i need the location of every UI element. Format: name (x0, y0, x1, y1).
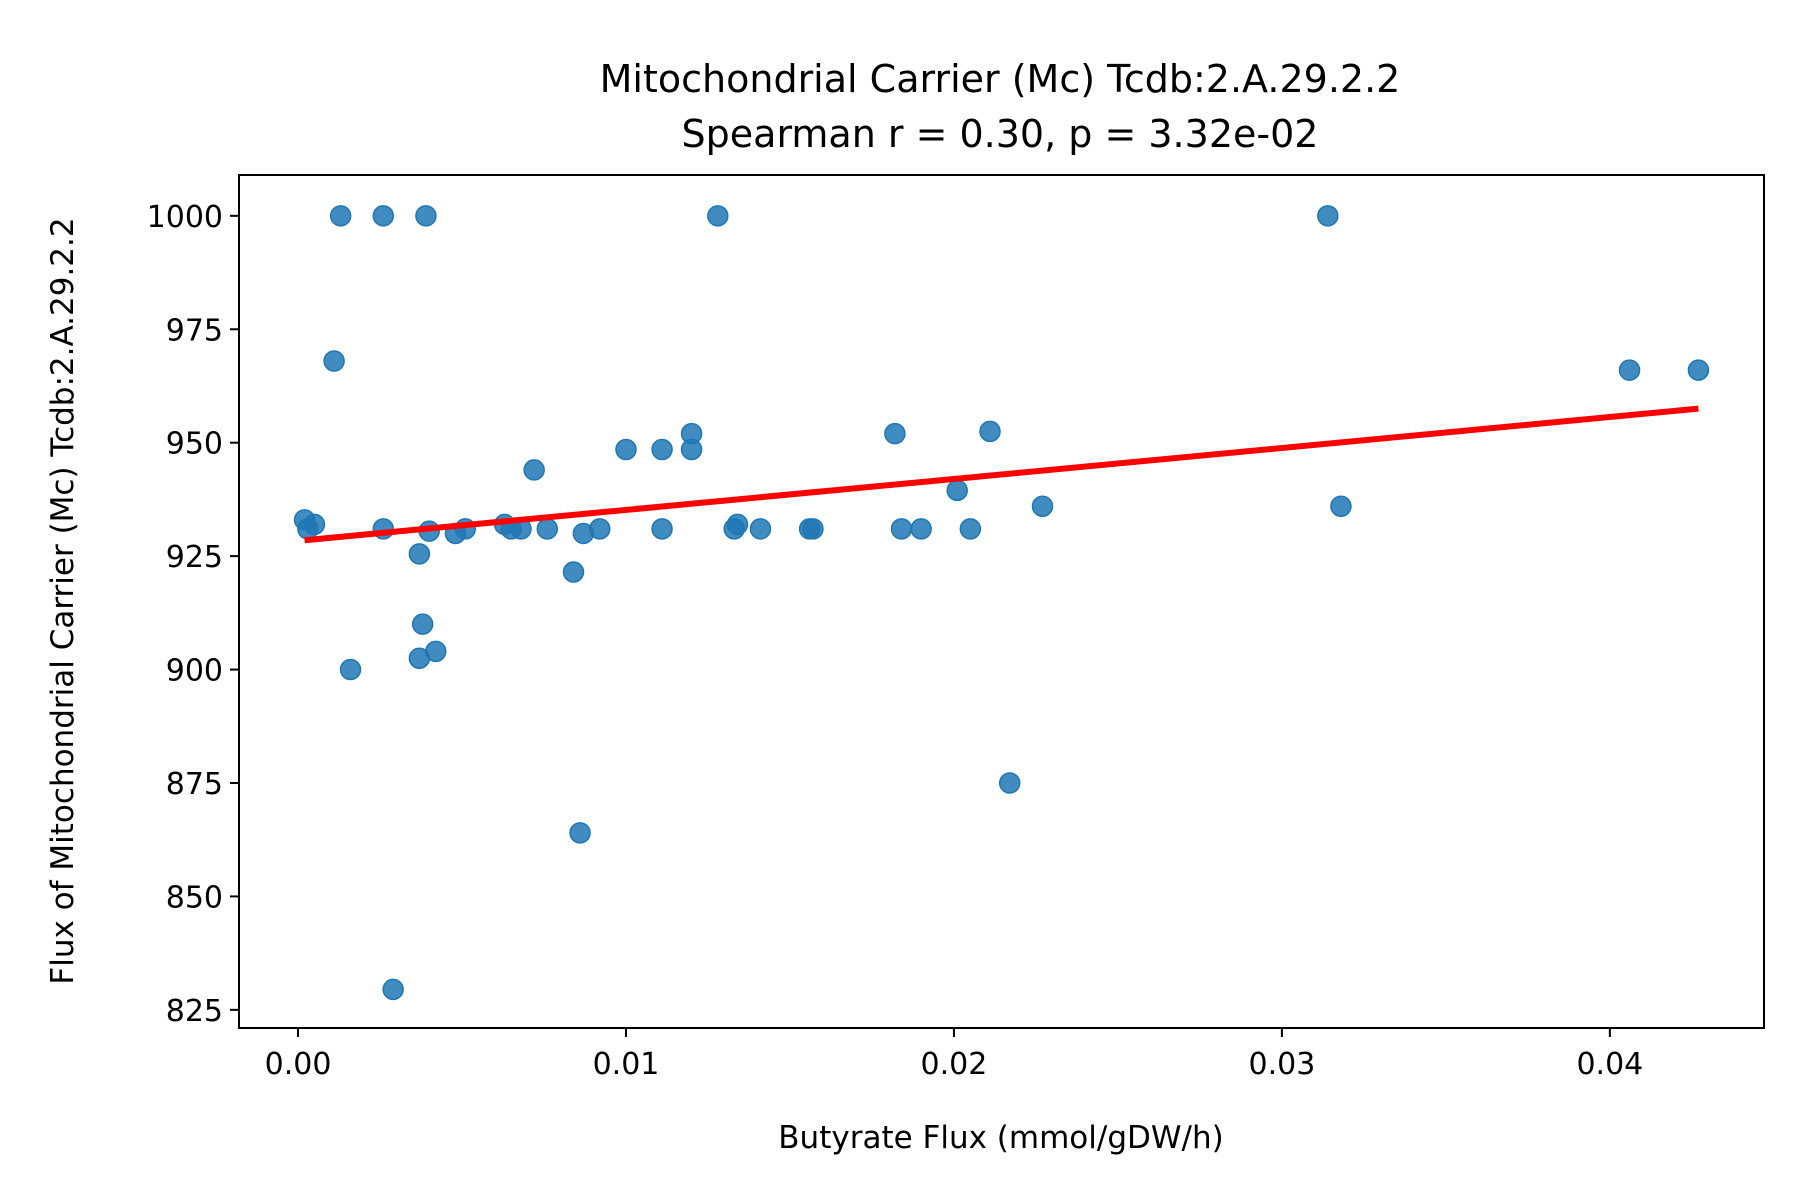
data-point (425, 640, 447, 663)
data-point (1330, 495, 1352, 517)
data-point (651, 518, 673, 540)
data-point (884, 422, 906, 445)
data-point (749, 518, 772, 540)
regression-line (304, 405, 1699, 544)
data-point (726, 513, 749, 536)
x-tick-label: 0.02 (921, 1047, 988, 1082)
y-tick-label: 825 (166, 994, 223, 1029)
data-point (1317, 205, 1339, 227)
data-point (329, 205, 352, 227)
y-tick-label: 925 (166, 540, 223, 575)
data-point (382, 978, 404, 1001)
points-layer (293, 205, 1710, 1001)
data-point (651, 438, 673, 461)
data-point (615, 438, 637, 461)
y-tick-label: 875 (166, 767, 223, 802)
data-point (680, 438, 703, 461)
x-axis-label: Butyrate Flux (mmol/gDW/h) (778, 1120, 1223, 1156)
chart-title: Mitochondrial Carrier (Mc) Tcdb:2.A.29.2… (600, 57, 1401, 101)
data-point (339, 658, 362, 681)
data-point (998, 772, 1021, 794)
data-point (589, 518, 611, 540)
data-point (946, 479, 968, 502)
data-point (959, 518, 982, 540)
y-tick-label: 975 (166, 313, 223, 348)
chart-subtitle: Spearman r = 0.30, p = 3.32e-02 (682, 112, 1319, 156)
data-point (1031, 495, 1054, 517)
ticks-layer: 0.00 0.01 0.02 0.03 0.04 825 850 875 900 925 950 97… (147, 200, 1644, 1082)
data-point (323, 350, 345, 372)
plot-frame (238, 174, 1765, 1029)
y-tick-label: 1000 (147, 200, 223, 235)
y-axis-label: Flux of Mitochondrial Carrier (Mc) Tcdb:… (45, 217, 81, 984)
data-point (303, 513, 326, 536)
data-point (707, 205, 729, 227)
x-tick-label: 0.04 (1576, 1047, 1643, 1082)
data-point (372, 205, 395, 227)
regression-line-layer (304, 405, 1699, 544)
data-point (415, 205, 437, 227)
data-point (536, 518, 559, 540)
data-point (979, 420, 1001, 443)
data-point (1687, 359, 1710, 381)
data-point (411, 613, 434, 635)
data-point (523, 459, 545, 481)
data-point (562, 561, 585, 583)
x-tick-label: 0.00 (265, 1047, 332, 1082)
x-tick-label: 0.03 (1249, 1047, 1316, 1082)
data-point (569, 822, 591, 844)
data-point (890, 518, 913, 540)
y-tick-label: 850 (166, 880, 223, 915)
x-tick-label: 0.01 (593, 1047, 660, 1082)
data-point (408, 543, 431, 565)
y-tick-label: 950 (166, 427, 223, 462)
data-point (802, 518, 824, 540)
data-point (1618, 359, 1641, 381)
y-tick-label: 900 (166, 654, 223, 689)
data-point (910, 518, 932, 540)
